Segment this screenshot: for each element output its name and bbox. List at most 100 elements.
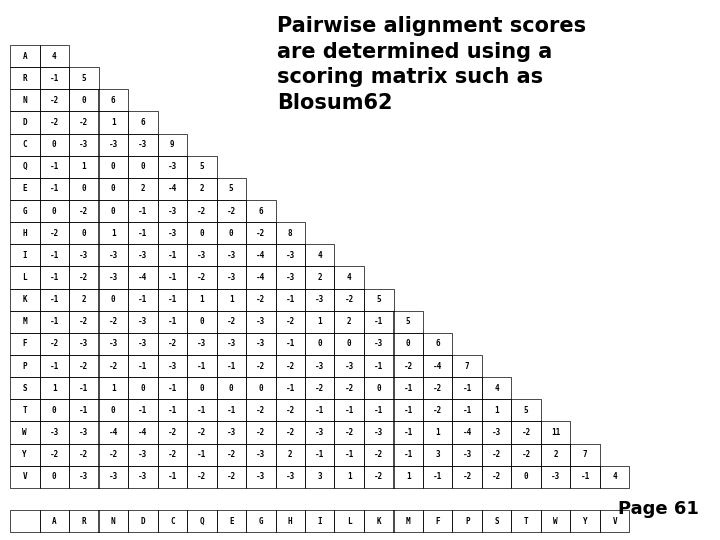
Bar [394,443,423,465]
Bar [128,377,158,399]
Bar [10,333,40,355]
Bar [217,333,246,355]
Bar [364,377,394,399]
Text: -3: -3 [79,428,89,437]
Text: -1: -1 [286,384,295,393]
Text: -3: -3 [227,273,236,282]
Text: -3: -3 [79,251,89,260]
Bar [69,67,99,89]
Text: 0: 0 [111,163,116,171]
Bar [423,333,452,355]
Text: -3: -3 [138,318,148,326]
Bar [187,288,217,310]
Bar [69,443,99,465]
Bar [69,156,99,178]
Bar [482,443,511,465]
Bar [10,133,40,156]
Bar [276,399,305,421]
Bar [570,443,600,465]
Bar [158,200,187,222]
Text: -2: -2 [286,362,295,370]
Text: T: T [22,406,27,415]
Text: -3: -3 [197,340,207,348]
Bar [99,310,128,333]
Text: -4: -4 [256,251,266,260]
Bar [99,266,128,288]
Bar [69,399,99,421]
Bar [187,421,217,443]
Text: -2: -2 [256,362,266,370]
Text: L: L [347,517,351,525]
Bar [423,443,452,465]
Bar [99,200,128,222]
Bar [511,443,541,465]
Text: -1: -1 [374,318,383,326]
Bar [335,399,364,421]
Bar [99,333,128,355]
Bar [99,465,128,488]
Text: -1: -1 [197,362,207,370]
Text: -3: -3 [79,472,89,481]
Bar [335,421,364,443]
Bar [128,200,158,222]
Text: A: A [52,517,57,525]
Text: 0: 0 [81,96,86,105]
Text: 5: 5 [524,406,528,415]
Bar [99,510,128,532]
Text: -1: -1 [463,384,472,393]
Bar [128,244,158,266]
Bar [364,333,394,355]
Text: -2: -2 [256,428,266,437]
Bar [128,266,158,288]
Text: -2: -2 [286,318,295,326]
Text: -3: -3 [227,340,236,348]
Text: 0: 0 [347,340,351,348]
Text: -2: -2 [433,406,442,415]
Text: -2: -2 [197,428,207,437]
Text: -2: -2 [315,384,325,393]
Text: -3: -3 [315,362,325,370]
Text: M: M [22,318,27,326]
Text: -2: -2 [345,384,354,393]
Text: -2: -2 [256,406,266,415]
Text: -3: -3 [50,428,59,437]
Bar [158,178,187,200]
Bar [10,178,40,200]
Bar [187,465,217,488]
Text: M: M [406,517,410,525]
Text: 0: 0 [52,406,57,415]
Bar [246,244,276,266]
Bar [69,178,99,200]
Text: 6: 6 [140,118,145,127]
Bar [246,377,276,399]
Text: 0: 0 [140,163,145,171]
Text: -4: -4 [138,273,148,282]
Bar [187,399,217,421]
Bar [40,178,69,200]
Bar [40,288,69,310]
Bar [187,200,217,222]
Bar [10,399,40,421]
Text: 0: 0 [377,384,381,393]
Bar [128,222,158,244]
Text: 11: 11 [551,428,560,437]
Bar [158,222,187,244]
Bar [69,510,99,532]
Text: -1: -1 [50,362,59,370]
Bar [511,465,541,488]
Text: Pairwise alignment scores
are determined using a
scoring matrix such as
Blosum62: Pairwise alignment scores are determined… [277,16,586,113]
Text: Q: Q [199,517,204,525]
Bar [99,421,128,443]
Bar [246,200,276,222]
Text: -1: -1 [79,406,89,415]
Text: -3: -3 [138,472,148,481]
Bar [423,355,452,377]
Text: -1: -1 [50,185,59,193]
Text: -3: -3 [138,340,148,348]
Text: 0: 0 [199,384,204,393]
Text: -3: -3 [256,340,266,348]
Text: 1: 1 [406,472,410,481]
Bar [423,465,452,488]
Bar [364,443,394,465]
Bar [541,443,570,465]
